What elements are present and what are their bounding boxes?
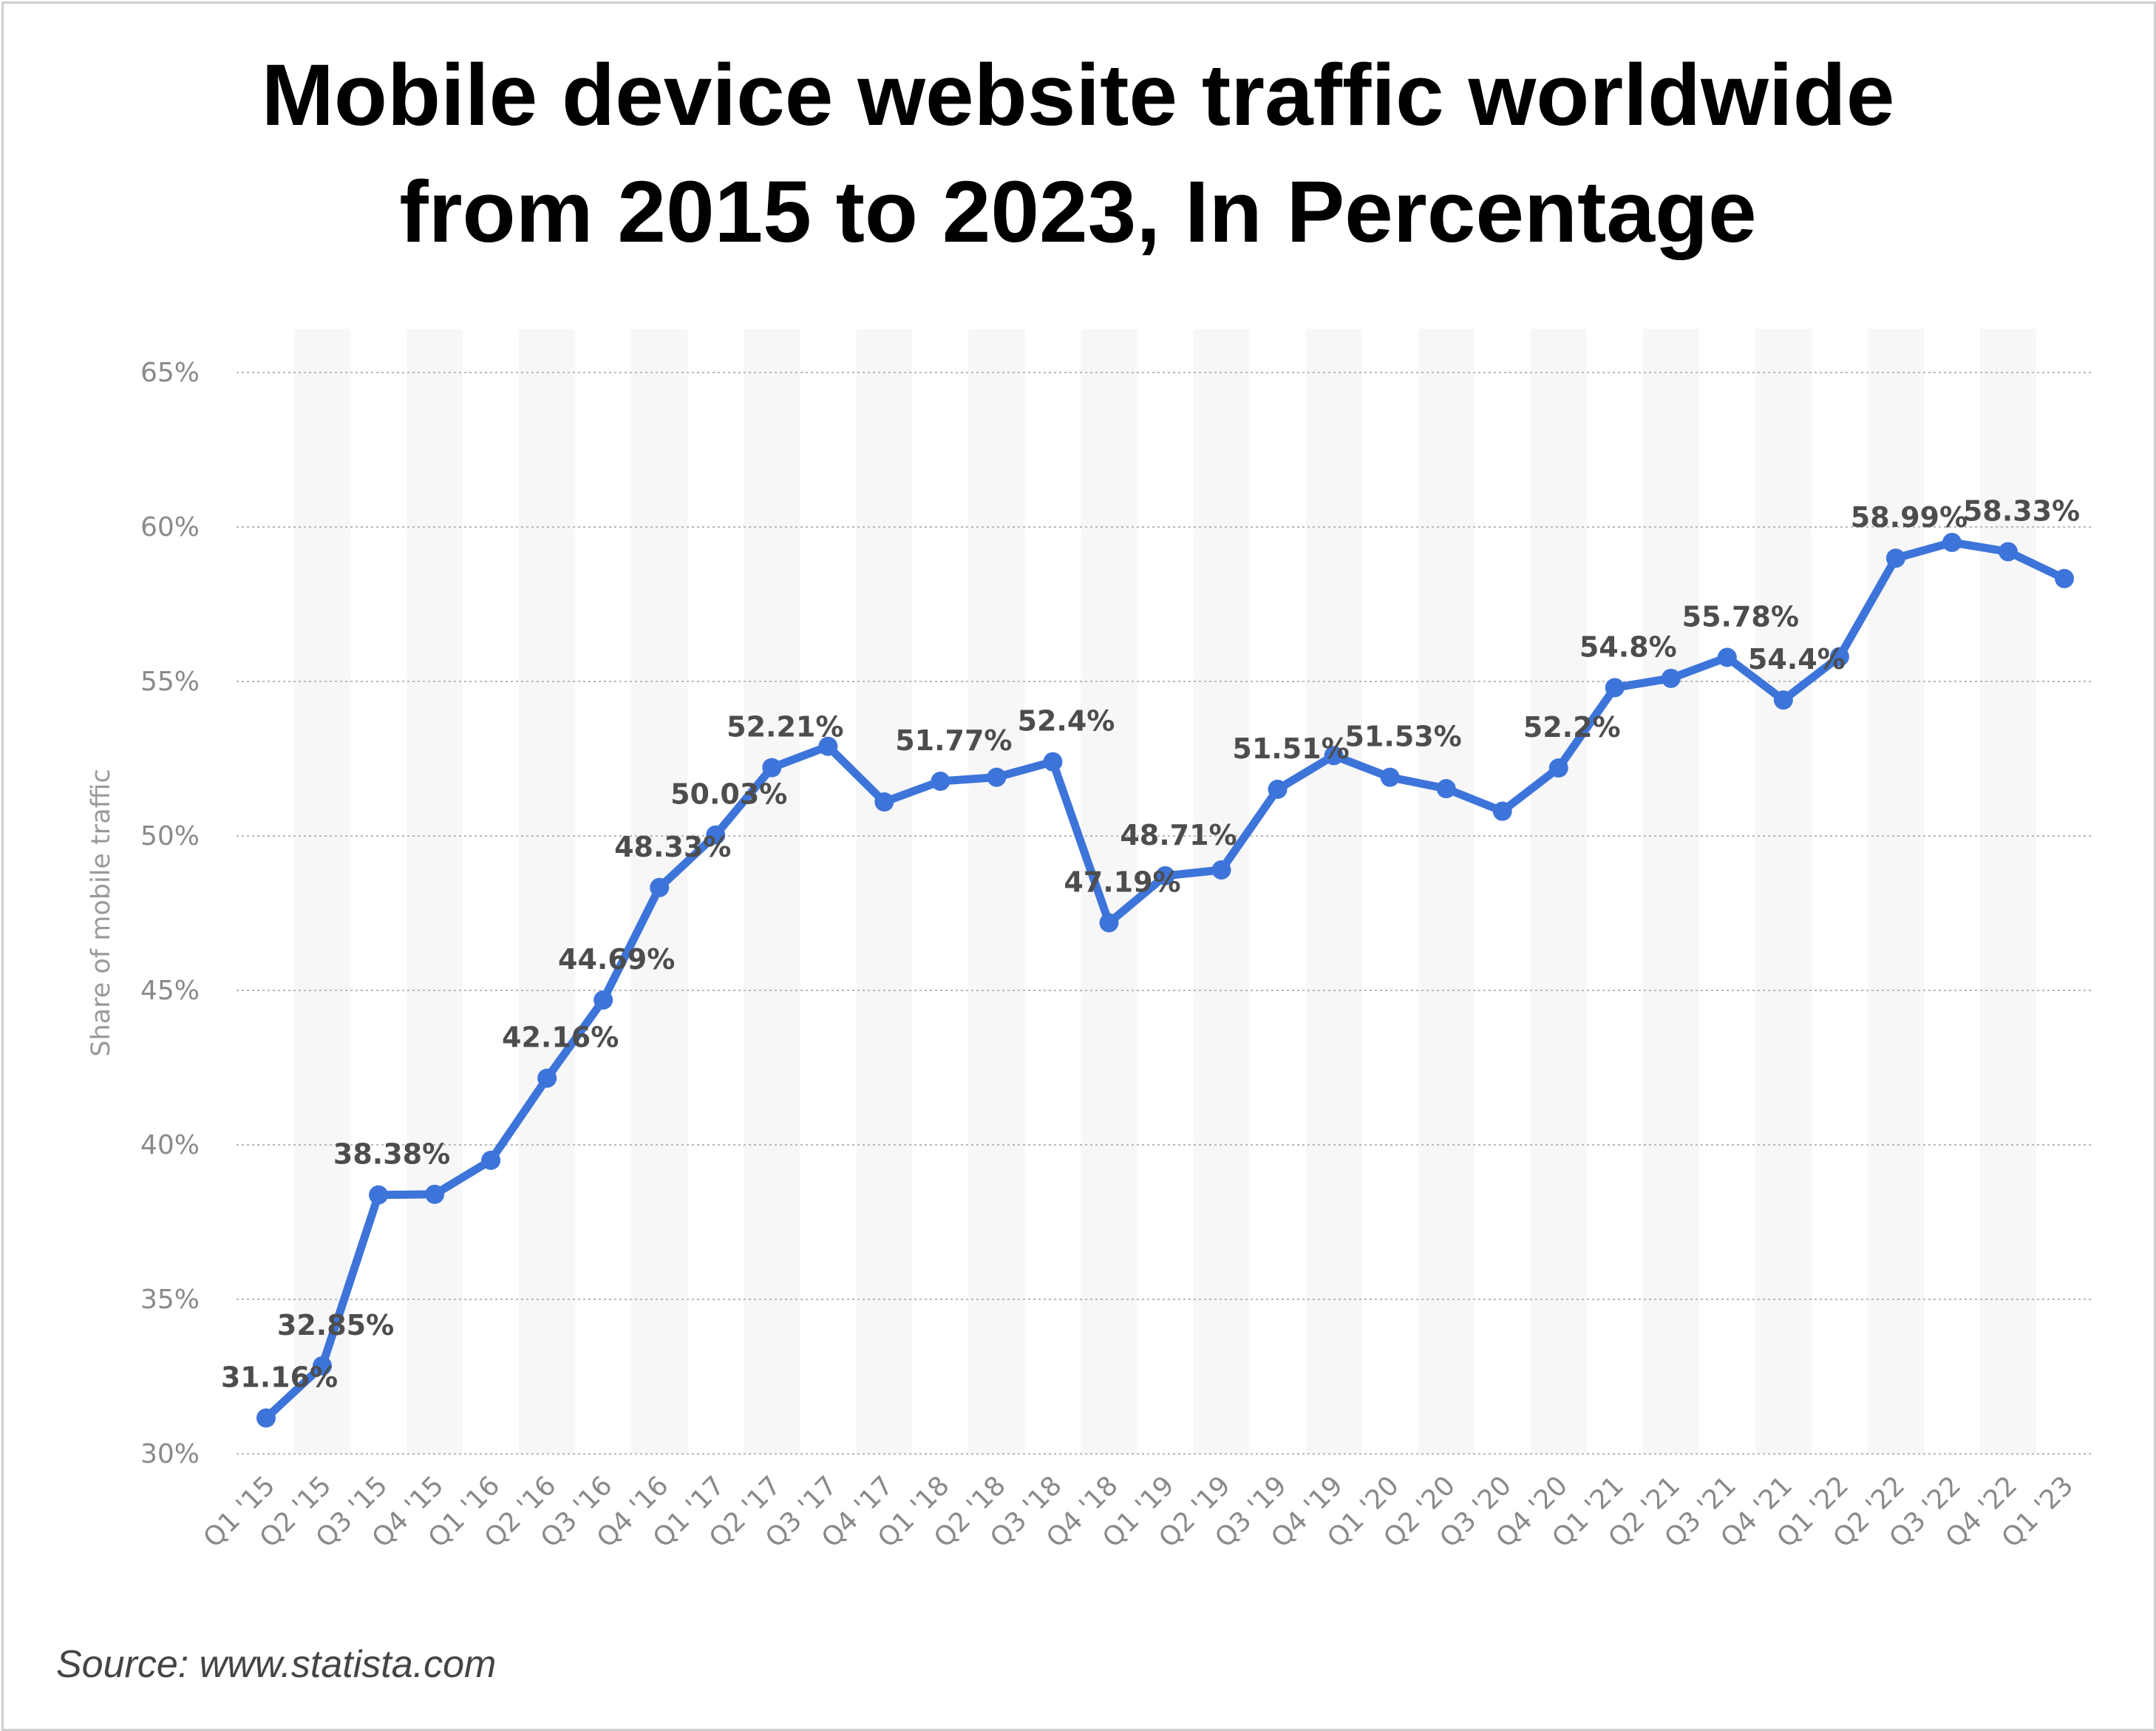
data-point (1661, 668, 1681, 688)
data-point (931, 772, 951, 792)
data-label: 48.71% (1120, 819, 1237, 851)
y-tick-label: 40% (140, 1130, 200, 1160)
data-point (313, 1356, 333, 1375)
data-point (1268, 779, 1288, 799)
data-point (1211, 860, 1231, 880)
data-label: 54.8% (1579, 630, 1677, 663)
y-tick-label: 60% (140, 512, 200, 543)
data-point (1380, 767, 1400, 787)
data-label: 52.21% (727, 711, 843, 744)
gridlines (237, 372, 2092, 1455)
data-label: 58.99% (1851, 501, 1968, 534)
data-label: 50.03% (670, 778, 787, 811)
data-point (987, 767, 1007, 787)
y-tick-label: 45% (140, 976, 200, 1006)
data-point (1829, 647, 1849, 667)
y-tick-label: 50% (140, 821, 200, 851)
data-label: 52.4% (1018, 705, 1115, 738)
data-label: 51.51% (1232, 732, 1349, 765)
data-point (1717, 647, 1737, 667)
data-label: 58.33% (1963, 494, 2080, 527)
data-point (1043, 752, 1063, 772)
data-label: 52.2% (1523, 711, 1621, 744)
data-label: 54.4% (1748, 643, 1846, 676)
y-tick-label: 35% (140, 1285, 200, 1315)
series-points (256, 532, 2074, 1428)
data-label: 42.16% (502, 1021, 619, 1054)
column-band (1642, 329, 1699, 1454)
data-labels: 31.16% 32.85% 38.38% 42.16% 44.69% 48.33% 50.0… (221, 494, 2080, 1393)
data-label: 44.69% (558, 943, 675, 976)
data-point (1324, 746, 1344, 766)
column-band (856, 329, 913, 1454)
data-point (1998, 542, 2018, 562)
data-point (762, 758, 782, 778)
column-band (1193, 329, 1250, 1454)
data-label: 31.16% (221, 1361, 338, 1394)
column-band (1418, 329, 1475, 1454)
column-band (407, 329, 463, 1454)
column-band (744, 329, 800, 1454)
data-point (1492, 801, 1512, 821)
data-label: 48.33% (614, 831, 731, 863)
data-point (2055, 568, 2074, 588)
data-point (1155, 866, 1175, 885)
column-band (1979, 329, 2036, 1454)
data-point (1548, 758, 1568, 778)
data-point (537, 1068, 557, 1088)
data-label: 55.78% (1682, 600, 1799, 633)
data-point (256, 1408, 276, 1428)
data-point (1436, 779, 1456, 799)
data-label: 47.19% (1064, 866, 1180, 898)
column-band (519, 329, 576, 1454)
column-band (1081, 329, 1137, 1454)
data-point (481, 1150, 501, 1170)
column-band (1755, 329, 1812, 1454)
data-point (1605, 678, 1625, 698)
source-note: Source: www.statista.com (56, 1643, 497, 1686)
data-label: 38.38% (333, 1138, 450, 1171)
column-band (294, 329, 351, 1454)
data-point (594, 990, 613, 1010)
data-point (818, 736, 838, 756)
chart-title: Mobile device website traffic worldwide … (261, 47, 1895, 261)
data-point (1773, 690, 1793, 710)
data-point (650, 877, 670, 897)
column-bands (294, 329, 2036, 1454)
data-point (1885, 548, 1905, 568)
data-label: 51.53% (1344, 721, 1461, 753)
y-tick-label: 65% (140, 358, 200, 388)
data-point (369, 1185, 389, 1205)
data-label: 32.85% (277, 1309, 394, 1341)
data-label: 51.77% (895, 724, 1012, 757)
data-point (706, 825, 726, 845)
data-point (425, 1184, 445, 1204)
y-axis-ticks: 30% 35% 40% 45% 50% 55% 60% 65% (140, 358, 200, 1469)
data-point (874, 792, 894, 812)
data-point (1942, 532, 1962, 552)
column-band (1305, 329, 1362, 1454)
column-band (968, 329, 1025, 1454)
column-band (1530, 329, 1587, 1454)
column-band (1867, 329, 1924, 1454)
data-point (1099, 913, 1119, 933)
y-tick-label: 30% (140, 1439, 200, 1469)
y-tick-label: 55% (140, 667, 200, 697)
y-axis-label: Share of mobile traffic (86, 769, 116, 1056)
